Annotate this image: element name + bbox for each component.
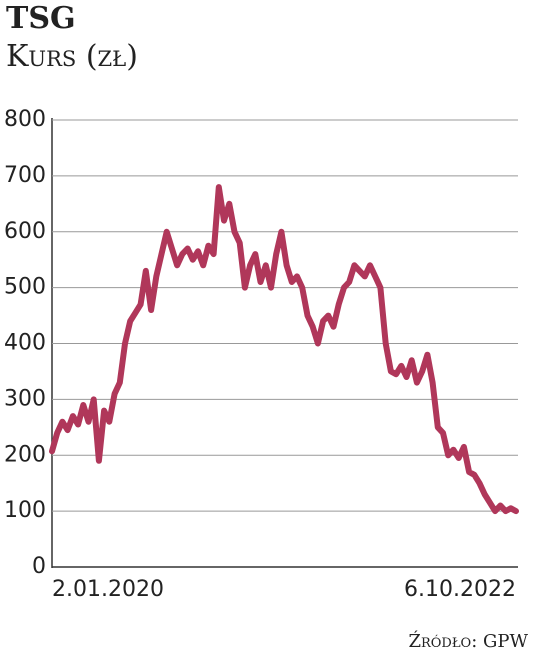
x-tick-label: 6.10.2022 bbox=[404, 577, 516, 602]
price-line bbox=[49, 184, 519, 515]
chart-title: TSG bbox=[6, 1, 76, 36]
y-tick-label: 100 bbox=[4, 498, 46, 523]
source: Źródło: GPW bbox=[408, 629, 528, 652]
y-tick-label: 600 bbox=[4, 219, 46, 244]
y-tick-label: 0 bbox=[32, 554, 46, 579]
y-tick-label: 700 bbox=[4, 163, 46, 188]
x-tick-label: 2.01.2020 bbox=[52, 577, 164, 602]
y-tick-label: 400 bbox=[4, 331, 46, 356]
y-tick-label: 200 bbox=[4, 442, 46, 467]
y-tick-label: 800 bbox=[4, 107, 46, 132]
chart-subtitle: Kurs (zł) bbox=[6, 39, 138, 74]
y-tick-label: 300 bbox=[4, 386, 46, 411]
y-tick-label: 500 bbox=[4, 275, 46, 300]
